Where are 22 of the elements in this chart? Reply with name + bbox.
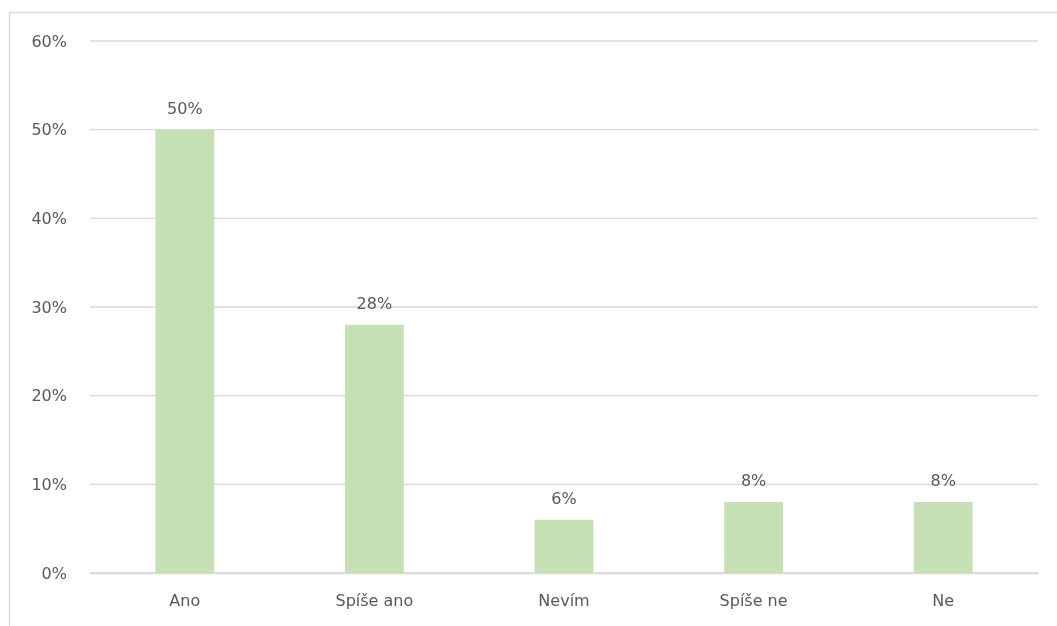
x-tick-label: Ne [932, 591, 955, 611]
y-tick-label: 10% [31, 474, 67, 494]
x-tick-label: Spíše ano [335, 591, 414, 611]
bar [913, 502, 973, 573]
bar [724, 502, 783, 573]
x-tick-label: Ano [169, 591, 201, 611]
data-label: 8% [740, 471, 767, 491]
y-tick-label: 0% [41, 563, 67, 583]
data-label: 28% [356, 293, 393, 313]
bar [534, 519, 594, 573]
y-tick-label: 30% [31, 297, 67, 317]
data-label: 50% [167, 98, 203, 118]
x-tick-label: Nevím [538, 591, 590, 611]
y-tick-label: 60% [31, 31, 67, 51]
bar [345, 324, 404, 573]
y-tick-label: 20% [31, 386, 67, 406]
y-tick-label: 40% [31, 208, 67, 228]
y-tick-label: 50% [31, 120, 67, 140]
x-tick-label: Spíše ne [719, 591, 788, 611]
data-label: 8% [930, 471, 956, 491]
data-label: 6% [551, 488, 577, 508]
bar [155, 129, 215, 573]
